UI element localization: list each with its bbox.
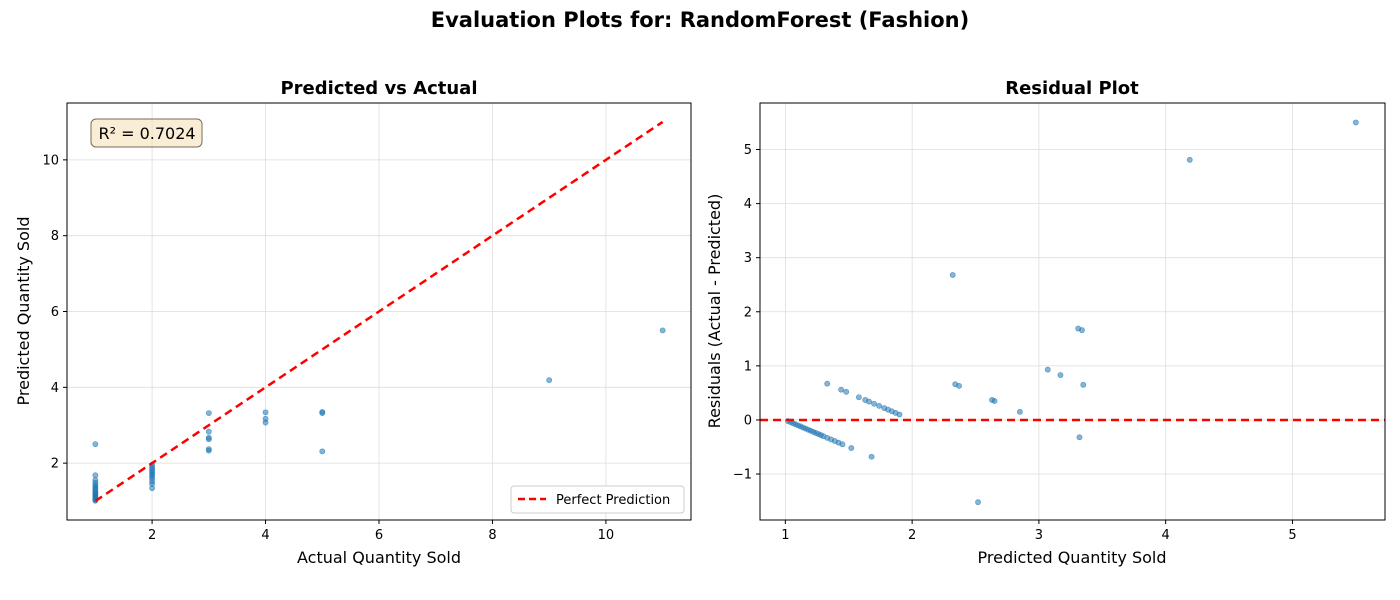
data-point	[205, 436, 212, 443]
y-tick-label: 1	[744, 359, 752, 374]
residual-plot-panel: Residual Plot Predicted Quantity Sold Re…	[705, 78, 1386, 567]
data-point	[1057, 372, 1064, 378]
x-tick-label: 1	[781, 528, 789, 543]
y-tick-label: 6	[51, 305, 59, 320]
data-point	[319, 448, 326, 455]
data-point	[659, 327, 666, 334]
axis-ticks: 2 4 6 8 10 2 4 6 8 10	[42, 153, 614, 543]
x-tick-label: 3	[1035, 528, 1043, 543]
y-tick-label: 2	[51, 457, 59, 472]
data-marks	[760, 119, 1385, 506]
x-tick-label: 4	[1162, 528, 1170, 543]
y-tick-label: 4	[744, 197, 752, 212]
data-point	[546, 377, 553, 384]
y-axis-label: Residuals (Actual - Predicted)	[705, 194, 724, 429]
y-tick-label: 2	[744, 305, 752, 320]
y-tick-label: 10	[42, 153, 59, 168]
perfect-prediction-line	[94, 120, 664, 503]
x-tick-label: 5	[1288, 528, 1296, 543]
figure-suptitle: Evaluation Plots for: RandomForest (Fash…	[430, 8, 970, 32]
y-tick-label: 8	[51, 229, 59, 244]
data-point	[848, 445, 855, 451]
data-point	[205, 428, 212, 435]
data-point	[843, 388, 850, 395]
grid	[760, 103, 1385, 520]
panel-title: Predicted vs Actual	[280, 78, 477, 99]
y-tick-label: 3	[744, 251, 752, 266]
y-axis-label: Predicted Quantity Sold	[14, 217, 33, 406]
annotation-text: R² = 0.7024	[98, 124, 195, 143]
x-tick-label: 4	[261, 528, 269, 543]
x-tick-label: 2	[148, 528, 156, 543]
data-point	[1079, 327, 1085, 334]
x-tick-label: 2	[908, 528, 916, 543]
data-point	[1016, 408, 1023, 415]
x-axis-label: Predicted Quantity Sold	[978, 548, 1167, 567]
data-point	[838, 386, 845, 393]
x-axis-label: Actual Quantity Sold	[297, 548, 461, 567]
data-point	[1076, 434, 1083, 441]
data-point	[839, 441, 846, 448]
data-point	[1352, 119, 1359, 126]
data-point	[956, 382, 962, 389]
axis-ticks: 1 2 3 4 5 −1 0 1 2 3 4 5	[733, 143, 1297, 543]
data-point	[149, 485, 155, 492]
y-tick-label: 4	[51, 381, 59, 396]
data-point	[991, 398, 998, 404]
data-point	[871, 400, 877, 407]
legend-label: Perfect Prediction	[556, 493, 670, 508]
data-marks	[92, 120, 666, 504]
data-point	[855, 394, 862, 401]
r2-annotation: R² = 0.7024	[90, 118, 203, 148]
y-tick-label: −1	[733, 468, 752, 483]
data-point	[1044, 366, 1051, 373]
panel-title: Residual Plot	[1005, 78, 1139, 99]
data-point	[1186, 156, 1193, 163]
x-tick-label: 8	[488, 528, 496, 543]
y-tick-label: 0	[744, 413, 752, 428]
data-point	[262, 419, 269, 426]
data-point	[262, 409, 269, 416]
legend-box	[510, 485, 685, 514]
data-point	[824, 380, 831, 387]
data-point	[205, 410, 212, 416]
annotation-box	[90, 118, 203, 148]
data-point	[868, 453, 875, 460]
x-tick-label: 10	[598, 528, 615, 543]
legend: Perfect Prediction	[510, 485, 685, 514]
data-point	[319, 410, 326, 416]
x-tick-label: 6	[375, 528, 383, 543]
data-point	[205, 447, 212, 454]
data-point	[1080, 381, 1087, 388]
predicted-vs-actual-panel: Predicted vs Actual Actual Quantity Sold…	[14, 78, 692, 567]
data-point	[949, 272, 956, 278]
data-point	[876, 402, 883, 409]
data-point	[866, 398, 872, 405]
data-point	[92, 441, 99, 448]
data-point	[975, 499, 981, 506]
data-point	[92, 472, 99, 479]
data-point	[896, 411, 903, 418]
y-tick-label: 5	[744, 143, 752, 158]
